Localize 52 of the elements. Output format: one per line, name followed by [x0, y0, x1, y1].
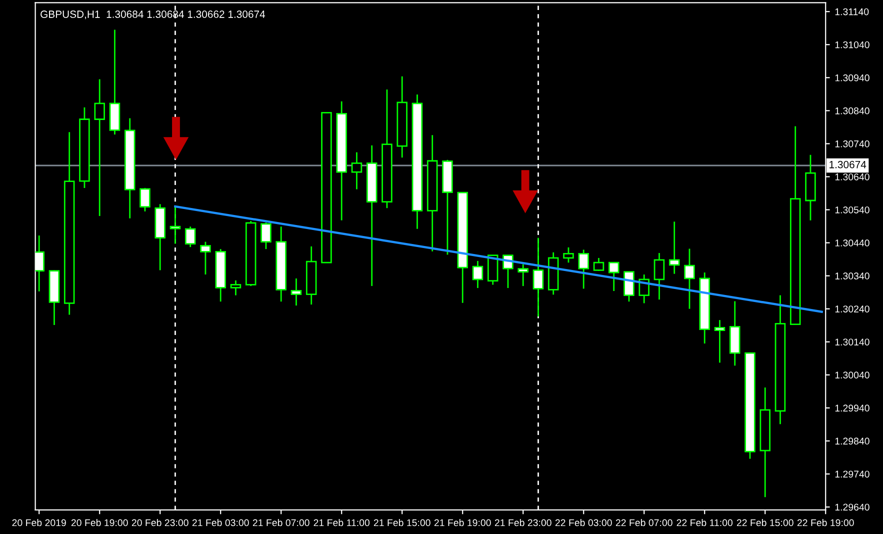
y-tick-label: 1.30440 [835, 240, 870, 246]
y-tick-label: 1.30640 [835, 173, 870, 180]
y-tick-label: 1.30540 [835, 206, 870, 214]
y-tick-label: 1.30940 [835, 74, 870, 82]
candlestick [351, 152, 362, 190]
x-tick-label: 21 Feb 19:00 [434, 519, 491, 526]
y-tick-label: 1.29840 [835, 438, 870, 445]
y-tick-label: 1.31140 [835, 8, 869, 16]
candlestick [472, 260, 484, 289]
x-tick-label: 22 Feb 07:00 [616, 519, 672, 526]
y-tick-label: 1.29940 [835, 404, 870, 412]
x-tick-label: 20 Feb 19:00 [71, 519, 128, 526]
x-tick-label: 22 Feb 15:00 [736, 519, 794, 526]
candlestick [184, 226, 196, 248]
candlestick [518, 264, 528, 287]
candlestick [140, 187, 150, 212]
y-tick-label: 1.30240 [835, 306, 870, 312]
candlestick [608, 262, 620, 292]
candlestick [593, 257, 604, 272]
y-tick-label: 1.29740 [835, 470, 870, 478]
candlestick [654, 252, 665, 300]
x-tick-label: 21 Feb 03:00 [192, 519, 249, 526]
x-tick-label: 20 Feb 2019 [12, 519, 66, 526]
y-tick-label: 1.30740 [835, 140, 870, 148]
y-tick-label: 1.30840 [835, 107, 870, 114]
candlestick [200, 241, 211, 276]
candlestick [714, 319, 726, 364]
y-tick-label: 1.30040 [835, 372, 870, 379]
text: GBPUSD,H1 1.30684 1.30684 1.30662 1.30674 [40, 10, 266, 20]
x-tick-label: 21 Feb 15:00 [374, 519, 430, 526]
candlestick [170, 206, 181, 244]
x-tick-label: 21 Feb 07:00 [252, 519, 310, 526]
ref-line-label: 1.30674 [830, 160, 866, 168]
candlestick [260, 222, 272, 250]
candlestick [290, 278, 302, 306]
candlestick [563, 246, 574, 264]
x-tick-label: 22 Feb 11:00 [676, 519, 733, 526]
x-tick-label: 21 Feb 23:00 [494, 519, 552, 526]
candlestick [668, 220, 680, 275]
candlestick [578, 249, 589, 290]
candlestick [94, 78, 105, 217]
y-tick-label: 1.29640 [835, 504, 870, 511]
y-tick-label: 1.30340 [835, 272, 870, 280]
x-tick-label: 20 Feb 23:00 [132, 519, 188, 526]
candlestick [230, 280, 242, 296]
candlestick [684, 248, 695, 310]
y-tick-label: 1.31040 [835, 41, 870, 48]
x-tick-label: 21 Feb 11:00 [314, 519, 370, 526]
x-tick-label: 22 Feb 19:00 [797, 519, 854, 526]
y-tick-label: 1.30140 [835, 338, 870, 346]
x-tick-label: 22 Feb 03:00 [555, 519, 612, 526]
candlestick [624, 271, 634, 302]
